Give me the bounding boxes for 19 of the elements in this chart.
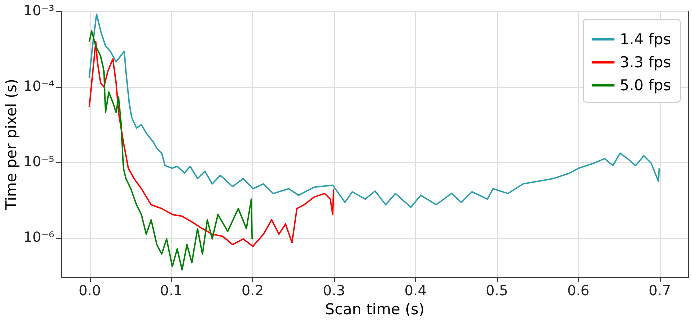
y-tick-label: 10⁻⁴ bbox=[24, 79, 55, 96]
y-axis-title: Time per pixel (s) bbox=[2, 79, 21, 211]
x-tick-label: 0.1 bbox=[160, 284, 183, 300]
line-series bbox=[88, 41, 334, 248]
line-series bbox=[88, 30, 254, 271]
x-tick-label: 0.0 bbox=[78, 284, 102, 300]
x-tick-label: 0.5 bbox=[486, 284, 508, 300]
legend-label: 1.4 fps bbox=[620, 30, 672, 48]
legend-label: 3.3 fps bbox=[620, 54, 672, 72]
y-tick-label: 10⁻⁵ bbox=[24, 154, 54, 171]
y-tick-label: 10⁻³ bbox=[24, 4, 54, 20]
x-tick-label: 0.3 bbox=[323, 284, 346, 300]
y-tick-label: 10⁻⁶ bbox=[24, 230, 55, 246]
x-tick-label: 0.7 bbox=[648, 284, 672, 300]
legend-label: 5.0 fps bbox=[620, 76, 672, 94]
x-tick-label: 0.6 bbox=[567, 284, 590, 300]
x-tick-label: 0.4 bbox=[404, 284, 427, 300]
x-tick-label: 0.2 bbox=[242, 284, 264, 300]
x-axis-title: Scan time (s) bbox=[325, 300, 425, 318]
